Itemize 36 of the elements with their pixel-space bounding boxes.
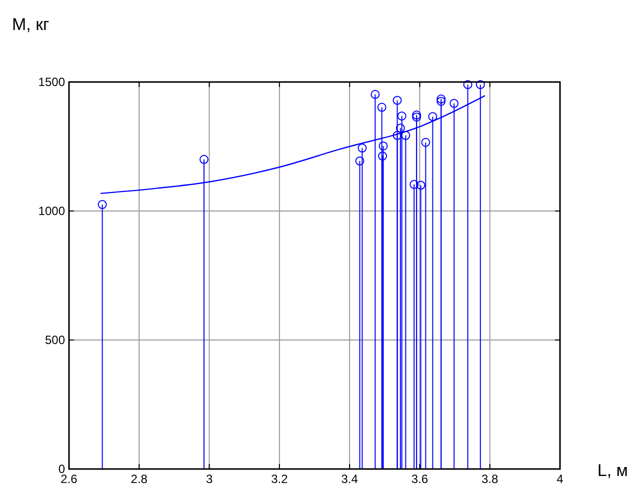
point	[377, 102, 386, 112]
x-tick-label: 3	[206, 472, 213, 486]
x-tick-label: 3.2	[271, 472, 288, 486]
point	[378, 152, 388, 161]
point	[397, 112, 406, 121]
point	[412, 112, 422, 122]
point	[392, 130, 402, 140]
point	[358, 144, 367, 153]
point	[98, 200, 107, 210]
point	[421, 138, 430, 147]
x-tick-label: 4	[556, 472, 564, 486]
point	[476, 80, 485, 90]
point	[412, 110, 422, 120]
x-tick-label: 3.4	[341, 472, 358, 486]
x-tick-label: 3.6	[411, 472, 428, 486]
point	[355, 156, 364, 166]
point	[392, 96, 402, 105]
point	[450, 98, 459, 108]
point	[463, 80, 472, 90]
x-axis-title: L, м	[597, 461, 628, 480]
x-tick-label: 2.8	[130, 472, 148, 486]
y-tick-label: 1500	[38, 75, 66, 89]
point	[428, 112, 438, 122]
point	[378, 141, 388, 150]
point	[436, 94, 446, 104]
point	[370, 90, 380, 99]
point	[396, 124, 405, 133]
y-axis-title: M, кг	[12, 15, 50, 34]
point	[200, 154, 209, 164]
y-tick-label: 1000	[38, 204, 66, 218]
y-tick-label: 500	[44, 333, 66, 347]
point	[410, 180, 419, 189]
point	[436, 96, 446, 106]
point	[401, 130, 410, 140]
x-tick-label: 3.8	[482, 472, 499, 486]
point	[416, 180, 426, 190]
